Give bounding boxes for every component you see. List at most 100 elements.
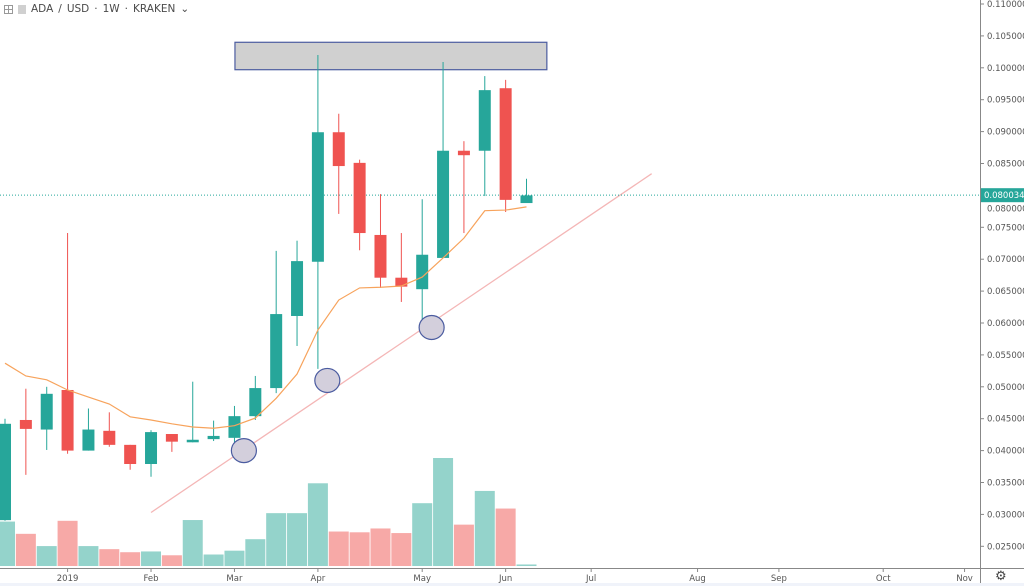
candle-up — [145, 432, 158, 464]
volume-bar — [287, 513, 308, 566]
exchange[interactable]: KRAKEN — [133, 3, 176, 15]
y-tick-label: 0.110000 — [987, 0, 1024, 10]
price-axis — [980, 0, 1024, 586]
candle-up — [0, 423, 11, 521]
x-tick-label: Nov — [956, 574, 973, 584]
current-price-label: 0.080034 — [984, 191, 1024, 201]
y-tick-label: 0.090000 — [987, 128, 1024, 138]
candle-up — [207, 435, 220, 440]
candle-up — [249, 388, 262, 417]
volume-bar — [412, 503, 433, 566]
candle-down — [165, 434, 178, 442]
volume-bar — [120, 552, 141, 566]
y-tick-label: 0.105000 — [987, 32, 1024, 42]
y-tick-label: 0.045000 — [987, 415, 1024, 425]
candle-up — [186, 439, 199, 443]
candle-up — [437, 150, 450, 258]
candle-up — [40, 393, 53, 430]
y-tick-label: 0.040000 — [987, 447, 1024, 457]
gear-icon[interactable]: ⚙ — [995, 569, 1007, 584]
volume-bar — [182, 520, 203, 566]
candle-up — [478, 90, 491, 151]
x-tick-label: Apr — [311, 574, 326, 584]
volume-bar — [266, 513, 287, 566]
candle-down — [457, 150, 470, 156]
volume-bar — [0, 521, 15, 566]
bottom-strip — [0, 583, 1024, 586]
current-price-badge — [981, 188, 1024, 203]
candle-up — [520, 195, 533, 204]
y-tick-label: 0.095000 — [987, 96, 1024, 106]
volume-bar — [453, 524, 474, 566]
candle-up — [228, 416, 241, 438]
separator: / — [58, 3, 62, 15]
volume-bar — [57, 520, 78, 566]
y-tick-label: 0.055000 — [987, 351, 1024, 361]
candle-down — [103, 430, 116, 445]
ellipse-marker — [314, 367, 341, 394]
x-tick-label: 2019 — [57, 574, 79, 584]
candle-down — [61, 389, 74, 451]
y-tick-label: 0.035000 — [987, 479, 1024, 489]
y-tick-label: 0.085000 — [987, 160, 1024, 170]
y-tick-label: 0.080000 — [987, 204, 1024, 214]
symbol-logo-icon — [18, 4, 26, 14]
volume-bar — [328, 531, 349, 566]
volume-bar — [78, 546, 99, 566]
candle-up — [416, 254, 429, 290]
resistance-zone — [234, 41, 548, 71]
candle-down — [332, 132, 345, 167]
y-tick-label: 0.075000 — [987, 223, 1024, 233]
candle-down — [395, 277, 408, 287]
chart-header[interactable]: ADA / USD · 1W · KRAKEN ⌄ — [4, 3, 189, 15]
interval[interactable]: 1W — [102, 3, 120, 15]
volume-bar — [36, 546, 57, 566]
x-tick-label: Jun — [498, 574, 512, 584]
ellipse-marker — [230, 438, 257, 464]
y-tick-label: 0.065000 — [987, 287, 1024, 297]
volume-bar — [516, 564, 537, 566]
separator: · — [124, 3, 129, 15]
candle-down — [499, 88, 512, 200]
candle-up — [291, 261, 304, 316]
x-tick-label: Aug — [689, 574, 706, 584]
volume-bar — [161, 555, 182, 566]
x-tick-label: Mar — [226, 574, 243, 584]
volume-bar — [474, 490, 495, 566]
volume-bar — [99, 549, 120, 566]
x-tick-label: Sep — [771, 574, 787, 584]
y-tick-label: 0.050000 — [987, 383, 1024, 393]
separator: · — [94, 3, 98, 15]
x-tick-label: Oct — [876, 574, 891, 584]
symbol-base: ADA — [31, 3, 54, 15]
x-tick-label: Jul — [585, 574, 596, 584]
volume-bar — [15, 533, 36, 566]
candle-up — [82, 429, 95, 451]
expand-icon[interactable] — [4, 4, 13, 14]
trendline — [150, 173, 653, 514]
candle-down — [374, 234, 387, 278]
volume-bar — [245, 539, 266, 566]
candle-down — [353, 162, 366, 234]
volume-bar — [391, 533, 412, 566]
volume-bar — [433, 458, 454, 566]
volume-bar — [370, 528, 391, 566]
symbol-quote: USD — [66, 3, 90, 15]
time-axis — [0, 568, 980, 586]
x-tick-label: Feb — [143, 574, 158, 584]
y-tick-label: 0.100000 — [987, 64, 1024, 74]
volume-bar — [349, 532, 370, 566]
volume-bar — [224, 550, 245, 566]
y-tick-label: 0.030000 — [987, 510, 1024, 520]
volume-bar — [203, 554, 224, 566]
moving-average-line — [4, 206, 527, 429]
candle-down — [19, 419, 32, 429]
candle-up — [311, 132, 324, 262]
candle-up — [270, 314, 283, 389]
candle-down — [124, 444, 137, 464]
ellipse-marker — [418, 314, 445, 341]
volume-bar — [495, 508, 516, 566]
chevron-down-icon[interactable]: ⌄ — [180, 3, 190, 15]
y-tick-label: 0.070000 — [987, 255, 1024, 265]
